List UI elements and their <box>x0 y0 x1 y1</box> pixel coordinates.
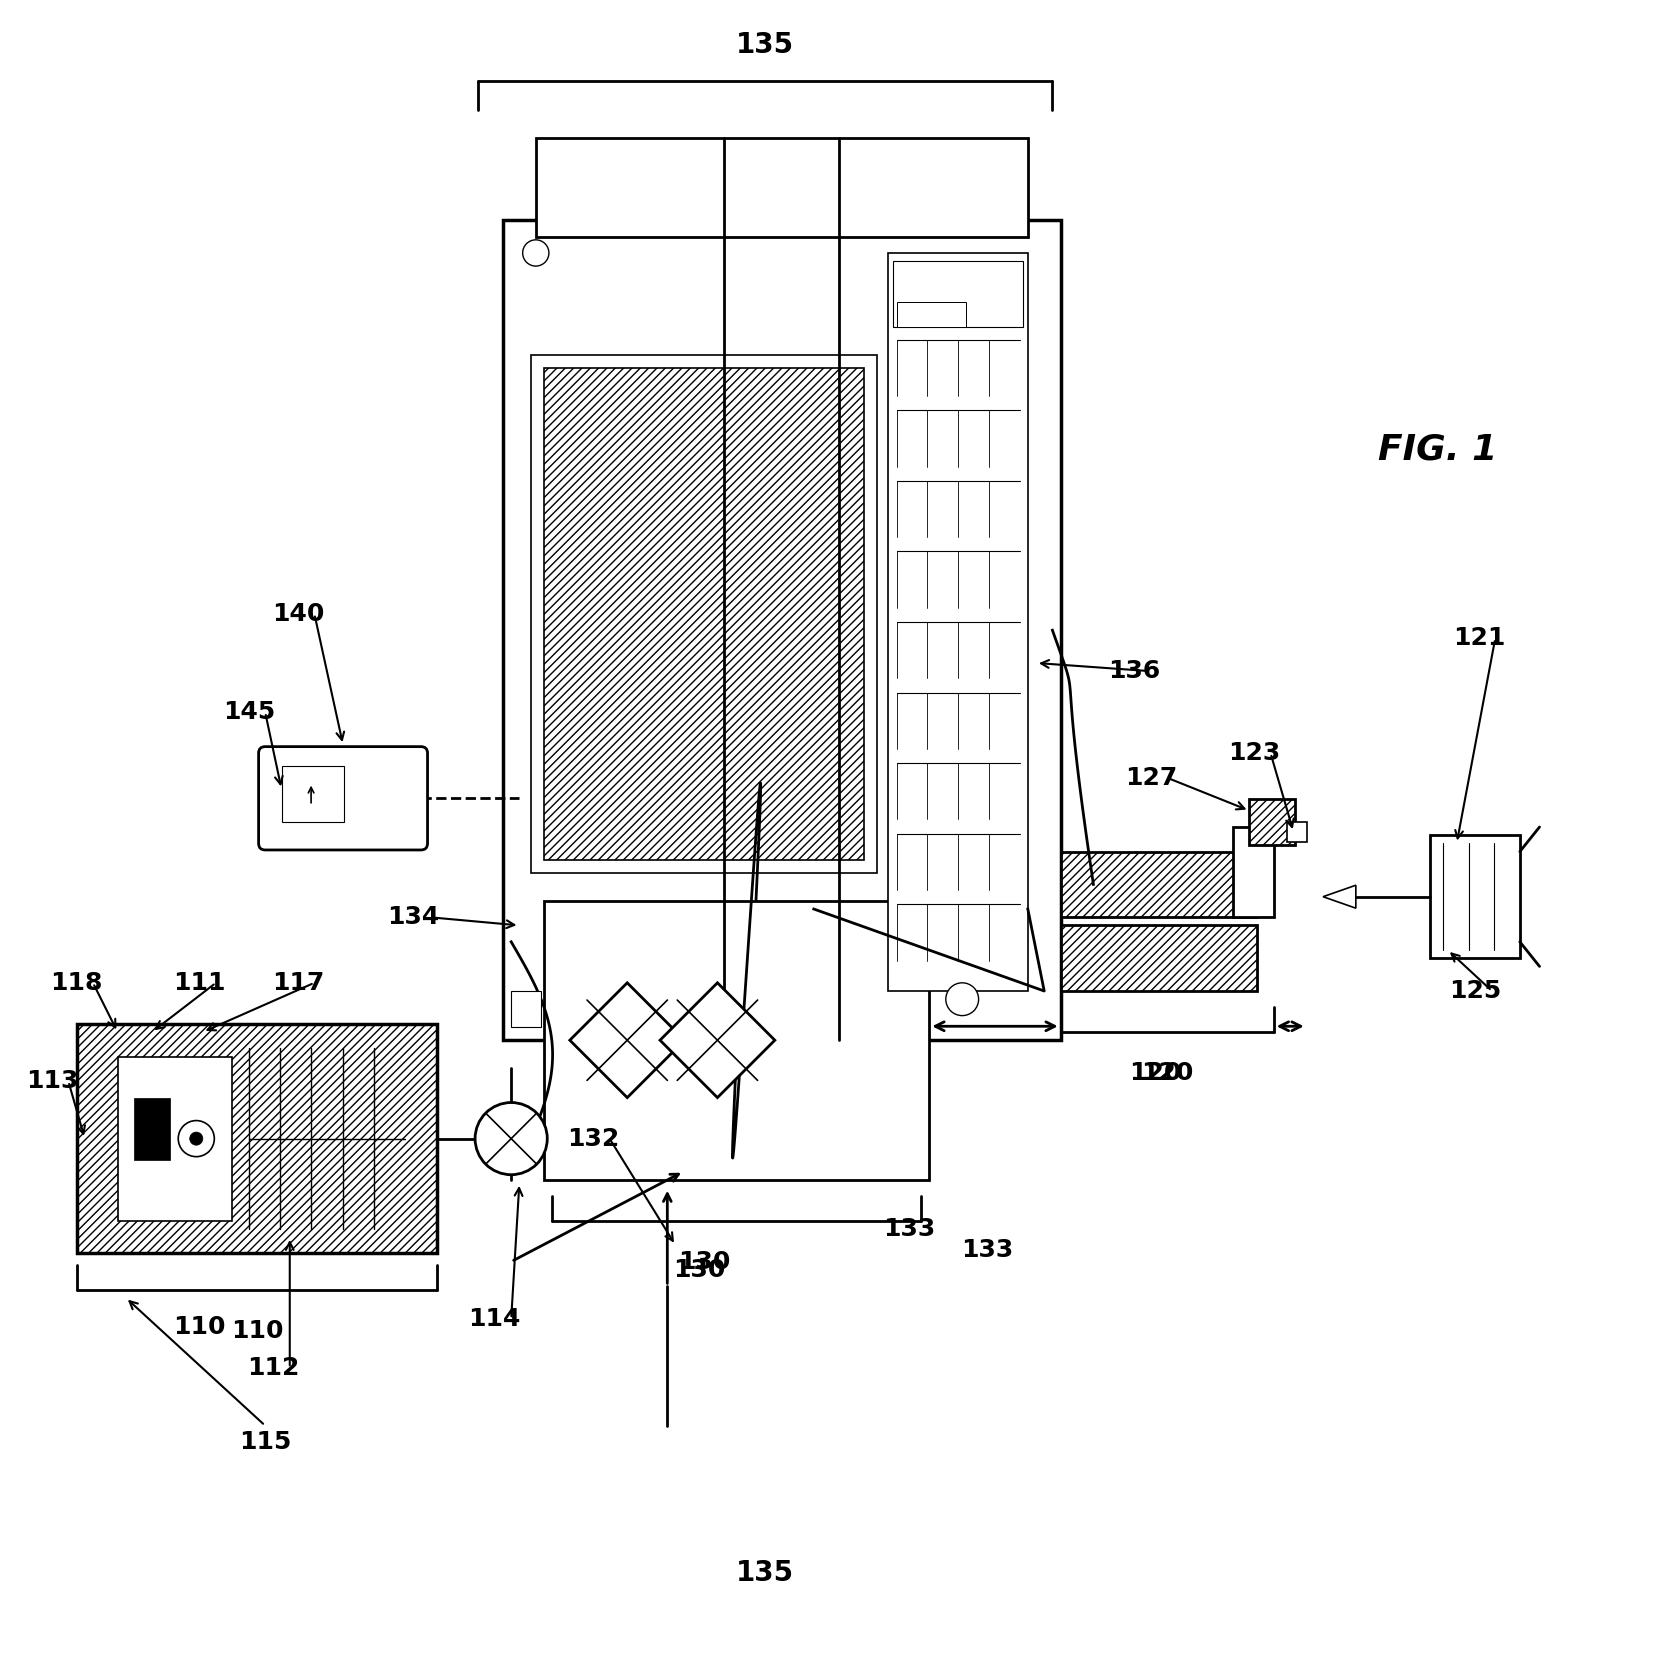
Circle shape <box>178 1120 214 1156</box>
Bar <box>1286 822 1306 842</box>
Bar <box>1060 852 1258 918</box>
Bar <box>896 303 966 327</box>
Text: 136: 136 <box>1109 660 1160 683</box>
Text: 110: 110 <box>231 1318 283 1343</box>
Bar <box>543 901 929 1179</box>
Circle shape <box>522 240 548 266</box>
Text: 120: 120 <box>1142 1060 1193 1085</box>
Bar <box>535 139 1027 237</box>
Text: 112: 112 <box>248 1356 299 1379</box>
Bar <box>135 1098 170 1159</box>
Text: 123: 123 <box>1228 741 1280 766</box>
Text: 118: 118 <box>50 971 103 994</box>
Bar <box>530 354 878 873</box>
Bar <box>76 1024 437 1254</box>
Bar <box>1250 799 1295 845</box>
Circle shape <box>475 1103 547 1174</box>
Text: 130: 130 <box>673 1257 726 1282</box>
Bar <box>504 220 1060 1040</box>
Text: 145: 145 <box>223 700 274 724</box>
Text: 110: 110 <box>173 1315 226 1340</box>
Text: 120: 120 <box>1130 1060 1182 1085</box>
Text: 133: 133 <box>961 1239 1012 1262</box>
Polygon shape <box>1323 885 1356 908</box>
Bar <box>889 253 1027 991</box>
Bar <box>118 1057 233 1221</box>
Text: FIG. 1: FIG. 1 <box>1378 433 1497 466</box>
Text: 135: 135 <box>736 31 794 58</box>
Bar <box>281 766 344 822</box>
Bar <box>1233 827 1273 918</box>
Text: 111: 111 <box>173 971 226 994</box>
Text: 132: 132 <box>567 1126 620 1151</box>
Text: 135: 135 <box>736 1560 794 1588</box>
Text: 127: 127 <box>1125 766 1177 791</box>
Circle shape <box>946 982 979 1016</box>
Text: 113: 113 <box>25 1068 78 1093</box>
Text: 114: 114 <box>469 1307 520 1331</box>
Circle shape <box>189 1131 203 1145</box>
Text: 134: 134 <box>387 905 439 930</box>
Text: 115: 115 <box>239 1431 291 1454</box>
FancyBboxPatch shape <box>259 746 427 850</box>
Bar <box>543 367 864 860</box>
Text: 140: 140 <box>273 602 324 625</box>
Bar <box>1060 925 1258 991</box>
Text: 117: 117 <box>273 971 324 994</box>
Bar <box>892 261 1022 327</box>
Polygon shape <box>570 982 685 1098</box>
Polygon shape <box>660 982 774 1098</box>
Text: 130: 130 <box>678 1250 730 1274</box>
Bar <box>1429 835 1519 958</box>
Text: 133: 133 <box>884 1217 936 1240</box>
Text: 125: 125 <box>1449 979 1502 1002</box>
Bar <box>512 991 540 1027</box>
Text: 121: 121 <box>1453 627 1506 650</box>
